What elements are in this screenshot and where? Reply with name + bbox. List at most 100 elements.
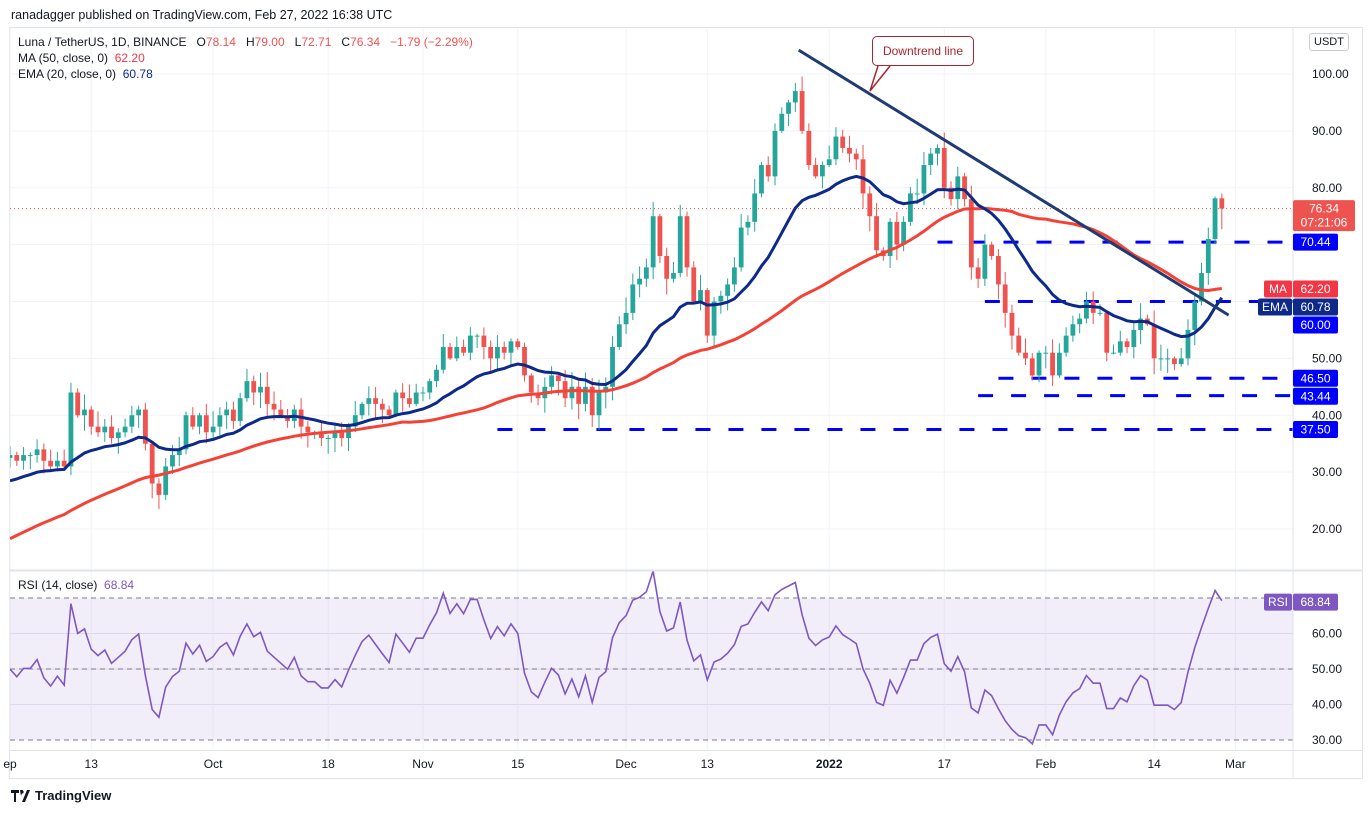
candle-body (1185, 329, 1191, 359)
candle-body (589, 386, 595, 416)
ema-badge (1293, 298, 1338, 316)
candle-body (386, 409, 392, 416)
rsi-legend[interactable]: RSI (14, close) 68.84 (18, 578, 134, 592)
tradingview-brand[interactable]: TradingView (11, 788, 111, 803)
time-tick-label: Nov (412, 757, 433, 771)
price-tick-label: 80.00 (1312, 181, 1342, 195)
candle-body (115, 432, 121, 438)
candle-body (711, 301, 717, 336)
rsi-tag (1264, 593, 1292, 611)
candle-body (251, 381, 257, 393)
candle-body (718, 295, 724, 302)
tradingview-logo-icon (11, 789, 30, 802)
level-badge (1293, 420, 1338, 438)
candle-body (1043, 352, 1049, 354)
level-badge-text: 70.44 (1300, 235, 1330, 249)
rsi-tick-label: 30.00 (1312, 733, 1342, 747)
candle-body (799, 91, 805, 131)
candle-body (1178, 358, 1184, 365)
publisher-line: ranadagger published on TradingView.com,… (11, 8, 393, 22)
candle-body (156, 483, 162, 495)
candle-body (786, 102, 791, 114)
candle-body (887, 221, 893, 256)
symbol-name[interactable]: Luna / TetherUS, 1D, BINANCE (18, 35, 187, 49)
candle-body (515, 341, 521, 347)
rsi-tick-label: 60.00 (1312, 627, 1342, 641)
downtrend-callout[interactable]: Downtrend line (872, 36, 974, 66)
candle-body (671, 273, 676, 279)
candle-body (677, 216, 683, 274)
candle-body (840, 136, 846, 148)
candle-body (833, 136, 839, 160)
time-tick-label: Oct (204, 757, 223, 771)
ma-legend[interactable]: MA (50, close, 0) 62.20 (18, 51, 145, 65)
candle-body (325, 438, 331, 439)
candle-body (820, 165, 825, 177)
symbol-legend: Luna / TetherUS, 1D, BINANCE O78.14 H79.… (18, 35, 473, 49)
price-tick-label: 100.00 (1312, 67, 1349, 81)
candle-body (190, 415, 196, 427)
ma-badge (1293, 280, 1338, 298)
downtrend-line (797, 48, 1230, 317)
candle-body (393, 392, 399, 416)
rsi-badge-text: 68.84 (1300, 595, 1330, 609)
candle-body (54, 460, 60, 467)
time-tick-label: 18 (322, 757, 336, 771)
candle-body (874, 216, 879, 251)
candle-body (948, 187, 954, 200)
candle-body (738, 227, 744, 268)
open-label: O (196, 35, 206, 49)
candle-body (75, 392, 81, 416)
candle-body (989, 244, 995, 256)
candle-body (122, 426, 128, 433)
candle-body (339, 432, 345, 438)
candle-body (440, 347, 446, 370)
time-tick-label: 2022 (816, 757, 843, 771)
time-tick-label: 13 (701, 757, 715, 771)
candle-body (481, 335, 487, 347)
candle-body (1077, 318, 1083, 325)
candle-body (203, 415, 209, 433)
candle-body (508, 341, 514, 353)
callout-text: Downtrend line (882, 44, 964, 58)
candle-body (847, 147, 852, 154)
candle-body (136, 409, 142, 416)
ema-legend[interactable]: EMA (20, close, 0) 60.78 (18, 67, 153, 81)
candle-body (1199, 273, 1204, 302)
rsi-badge (1293, 593, 1338, 611)
level-badge-text: 60.00 (1300, 318, 1330, 332)
candle-body (10, 455, 13, 458)
rsi-line (10, 571, 1223, 746)
candle-body (921, 165, 927, 194)
candle-body (725, 284, 731, 296)
candle-body (183, 415, 189, 450)
candle-body (704, 290, 710, 336)
high-value: 79.00 (254, 35, 285, 49)
candle-body (914, 193, 920, 195)
candle-body (1036, 352, 1042, 376)
candle-body (82, 409, 87, 416)
candle-body (975, 267, 981, 279)
candle-body (853, 153, 859, 160)
currency-button[interactable]: USDT (1309, 33, 1349, 51)
rsi-tick-label: 40.00 (1312, 698, 1342, 712)
level-badge-text: 43.44 (1300, 389, 1330, 403)
candle-body (664, 256, 670, 279)
candle-body (1002, 284, 1008, 313)
candle-body (1111, 352, 1116, 354)
candle-body (576, 386, 582, 404)
last-price-badge-text: 76.34 (1309, 202, 1339, 216)
callout-pointer (869, 65, 891, 92)
candle-body (1056, 352, 1062, 376)
candle-body (623, 312, 629, 325)
candle-body (650, 216, 656, 268)
candle-body (319, 432, 324, 438)
change-value: −1.79 (−2.29%) (390, 35, 473, 49)
candle-body (1165, 358, 1171, 360)
candle-body (691, 267, 697, 302)
candle-body (231, 409, 236, 421)
candle-body (88, 409, 94, 427)
candle-body (596, 392, 602, 416)
candle-body (583, 386, 588, 404)
